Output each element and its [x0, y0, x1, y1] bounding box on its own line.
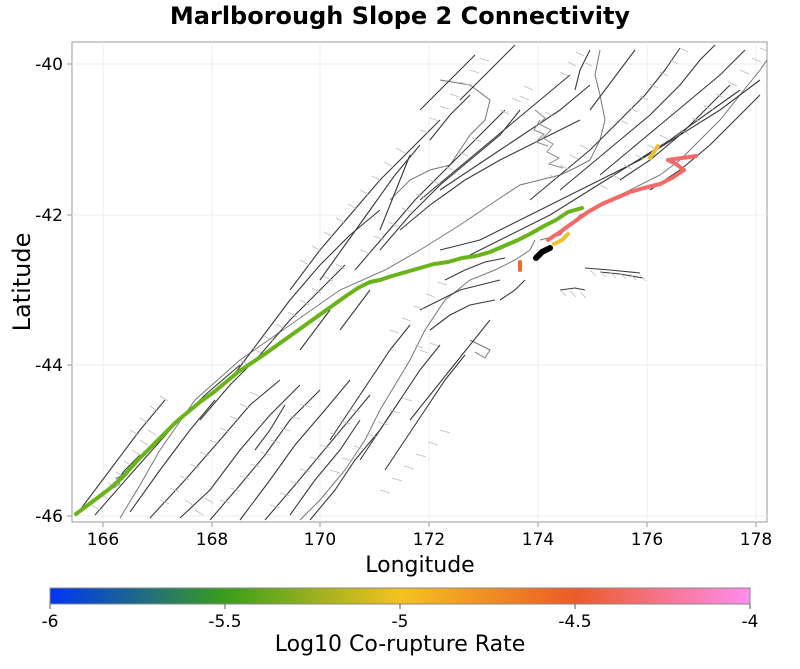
colorbar-label: Log10 Co-rupture Rate	[274, 632, 526, 657]
rupture-trace-cook-strait	[552, 232, 570, 246]
x-tick-label: 176	[631, 530, 663, 550]
colorbar-tick-label: -5	[392, 612, 409, 632]
x-tick-label: 168	[196, 530, 228, 550]
background-faults	[79, 44, 761, 521]
y-tick-label: -46	[35, 507, 63, 527]
colorbar-ticks	[49, 604, 751, 609]
y-tick-label: -42	[35, 206, 63, 226]
colorbar-tick-label: -4.5	[558, 612, 591, 632]
x-tick-label: 178	[740, 530, 772, 550]
colorbar-tick-label: -5.5	[208, 612, 241, 632]
y-tick-label: -40	[35, 55, 63, 75]
x-tick-label: 166	[87, 530, 119, 550]
x-axis-label: Longitude	[365, 553, 475, 578]
chart-title: Marlborough Slope 2 Connectivity	[169, 2, 631, 30]
x-tick-label: 170	[304, 530, 336, 550]
y-tick-label: -44	[35, 356, 63, 376]
y-axis-label: Latitude	[8, 232, 36, 332]
rupture-trace-alpine-hope	[74, 206, 584, 516]
x-tick-label: 172	[413, 530, 445, 550]
x-tick-label: 174	[522, 530, 554, 550]
axis-tick-marks	[67, 63, 757, 527]
colorbar-tick-label: -6	[42, 612, 59, 632]
colorbar-tick-label: -4	[742, 612, 759, 632]
colorbar	[49, 587, 751, 605]
plot-area	[71, 41, 768, 523]
fault-planes	[91, 47, 767, 516]
rupture-trace-hikurangi-east-coast	[546, 154, 698, 242]
source-fault-marlborough-slope-2	[533, 245, 553, 261]
rupture-trace-wairarapa	[648, 144, 660, 160]
